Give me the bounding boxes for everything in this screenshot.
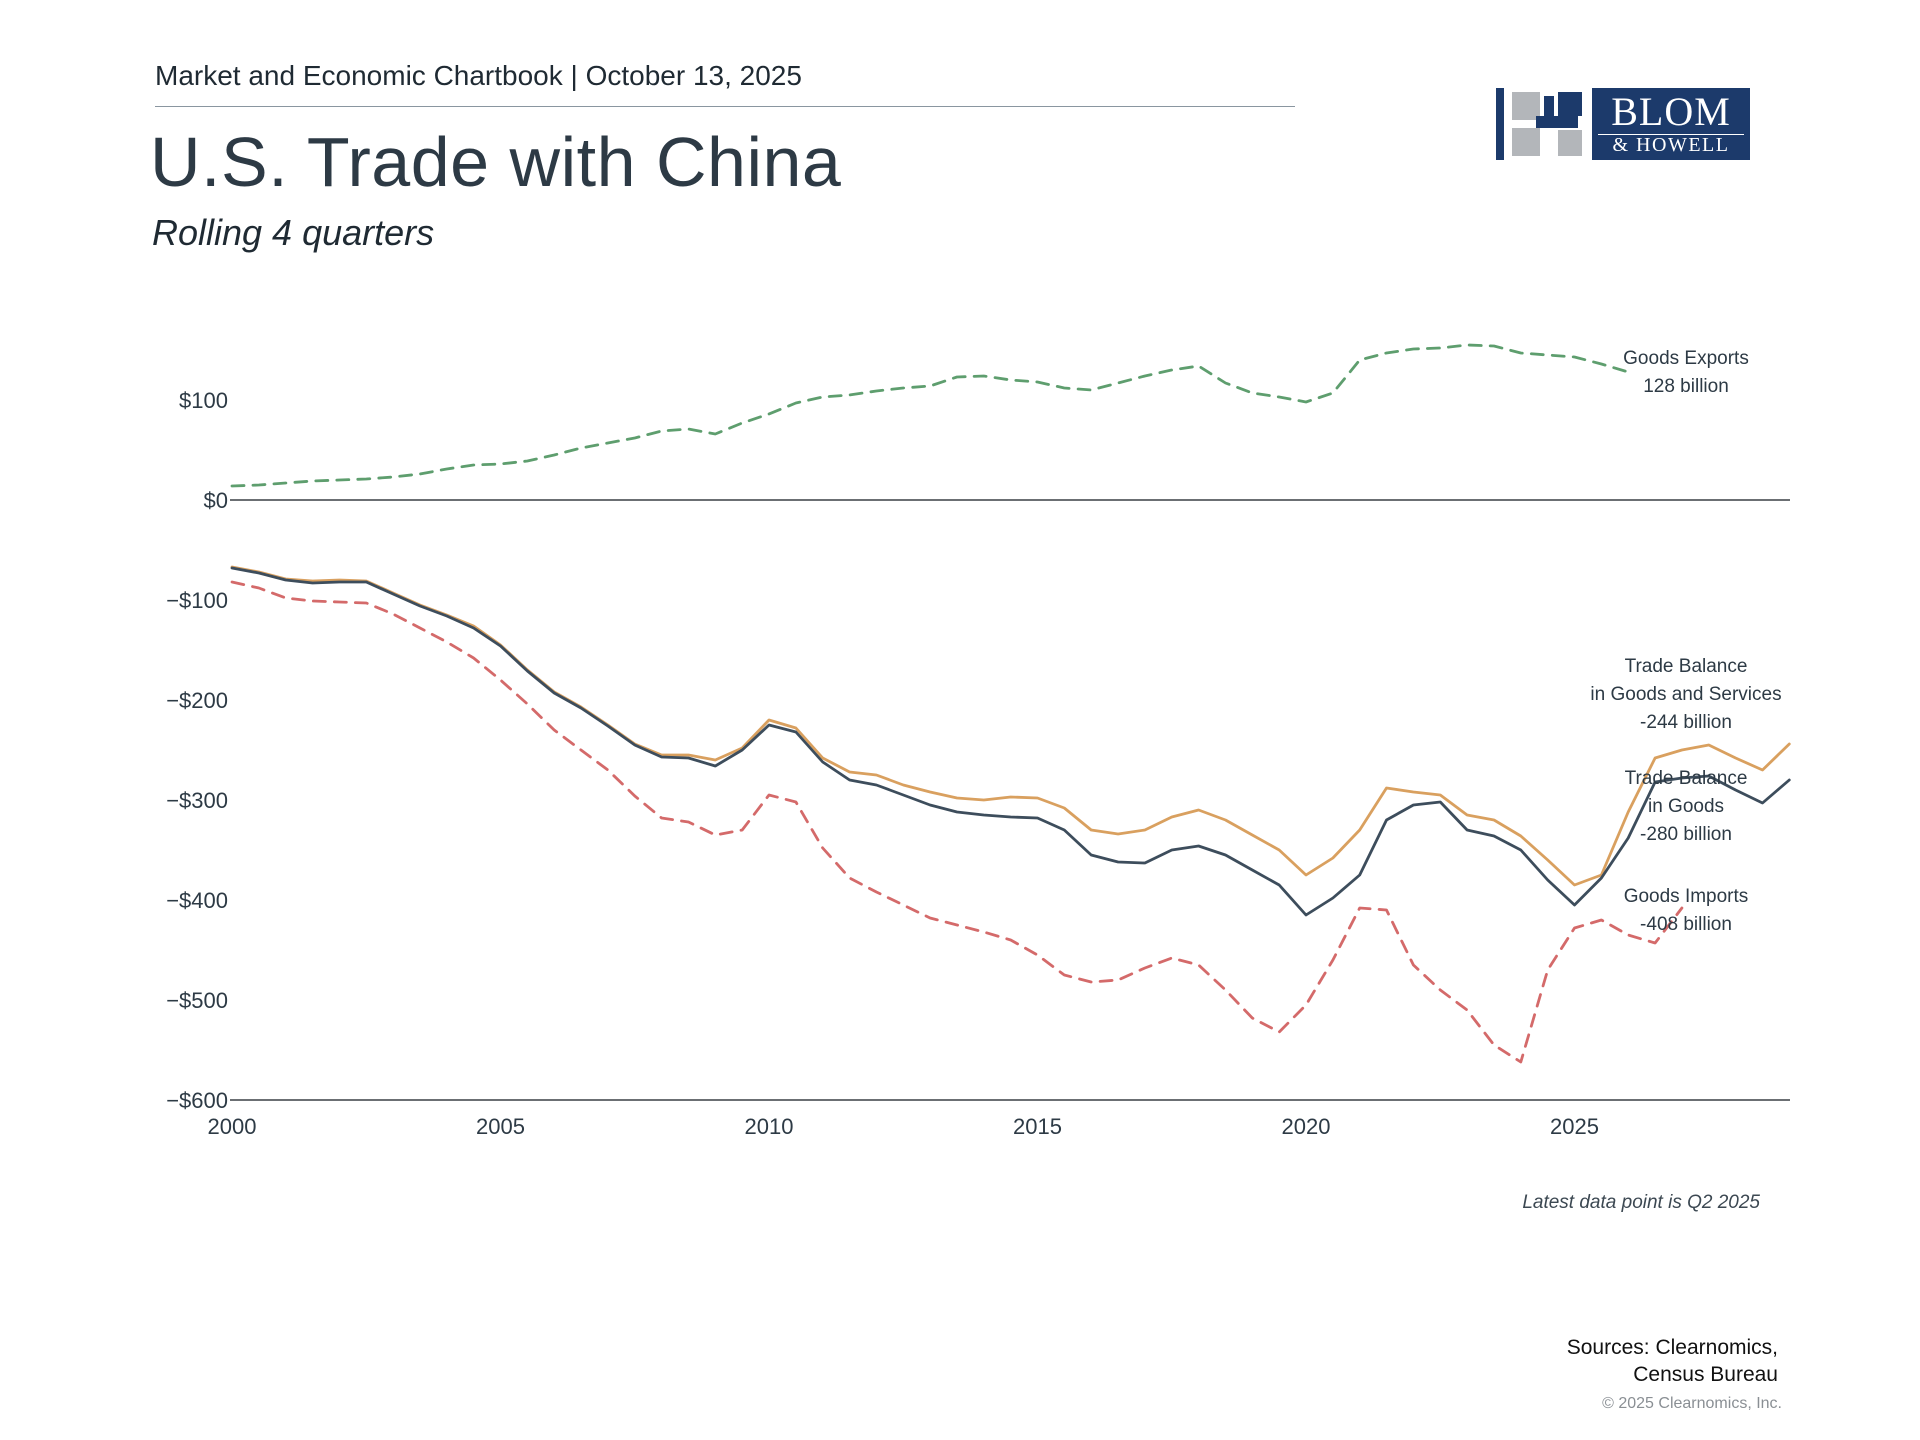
- sources: Sources: Clearnomics, Census Bureau: [1567, 1334, 1778, 1388]
- logo-sub-text: & HOWELL: [1598, 134, 1744, 155]
- series-label-goods-imports: Goods Imports -408 billion: [1624, 886, 1749, 935]
- trade-chart: $100 $0 −$100 −$200 −$300 −$400 −$500 −$6002000…: [166, 343, 1791, 1139]
- axes-layer: $100 $0 −$100 −$200 −$300 −$400 −$500 −$6002000…: [166, 388, 1790, 1139]
- series-label-trade-balance-in-goods-and-services: Trade Balance in Goods and Services -244 b…: [1590, 656, 1781, 733]
- page-title: U.S. Trade with China: [150, 123, 842, 201]
- latest-data-note: Latest data point is Q2 2025: [1522, 1192, 1760, 1213]
- y-tick-label: $100: [179, 388, 228, 413]
- header-divider: [155, 106, 1295, 107]
- logo-wordmark: BLOM & HOWELL: [1592, 88, 1750, 160]
- y-tick-label: −$400: [166, 888, 228, 913]
- series-label-line: 128 billion: [1643, 376, 1729, 397]
- logo-mark-icon: [1496, 88, 1582, 160]
- sources-line-1: Sources: Clearnomics,: [1566, 1336, 1778, 1359]
- y-tick-label: −$200: [166, 688, 228, 713]
- series-label-line: Goods Imports: [1624, 886, 1749, 907]
- x-tick-label: 2015: [1013, 1114, 1062, 1139]
- series-label-line: in Goods: [1648, 796, 1724, 817]
- x-tick-label: 2025: [1550, 1114, 1599, 1139]
- series-label-line: Goods Exports: [1623, 348, 1749, 369]
- series-label-line: Trade Balance: [1625, 656, 1748, 677]
- y-tick-label: −$500: [166, 988, 228, 1013]
- sources-line-2: Census Bureau: [1633, 1363, 1778, 1386]
- y-tick-label: −$100: [166, 588, 228, 613]
- series-label-trade-balance-in-goods: Trade Balance in Goods -280 billion: [1625, 768, 1748, 845]
- brand-logo: BLOM & HOWELL: [1496, 88, 1750, 160]
- annotation-layer: Goods Exports 128 billion Trade Balance in …: [1590, 348, 1781, 935]
- chartbook-header: Market and Economic Chartbook | October …: [155, 60, 802, 91]
- series-line-goods-exports: [230, 343, 1630, 488]
- y-tick-label: $0: [204, 488, 228, 513]
- series-label-goods-exports: Goods Exports 128 billion: [1623, 348, 1749, 397]
- series-label-line: Trade Balance: [1625, 768, 1748, 789]
- series-line-trade-balance-in-goods: [230, 566, 1791, 917]
- page-subtitle: Rolling 4 quarters: [152, 212, 435, 253]
- x-tick-label: 2000: [208, 1114, 257, 1139]
- series-label-line: -280 billion: [1640, 824, 1732, 845]
- series-layer: [230, 343, 1791, 1064]
- x-tick-label: 2010: [745, 1114, 794, 1139]
- logo-main-text: BLOM: [1611, 89, 1731, 134]
- series-line-goods-imports: [230, 580, 1684, 1064]
- series-line-trade-balance-in-goods-and-services: [230, 565, 1791, 887]
- series-label-line: -408 billion: [1640, 914, 1732, 935]
- x-tick-label: 2005: [476, 1114, 525, 1139]
- y-tick-label: −$300: [166, 788, 228, 813]
- x-tick-label: 2020: [1282, 1114, 1331, 1139]
- copyright: © 2025 Clearnomics, Inc.: [1602, 1395, 1782, 1412]
- y-tick-label: −$600: [166, 1088, 228, 1113]
- series-label-line: -244 billion: [1640, 712, 1732, 733]
- series-label-line: in Goods and Services: [1590, 684, 1781, 705]
